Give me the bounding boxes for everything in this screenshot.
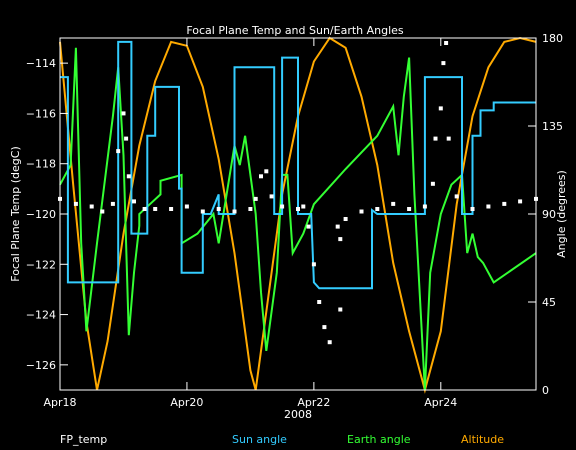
data-point xyxy=(430,181,435,186)
data-point xyxy=(502,201,507,206)
legend: FP_temp Sun angle Earth angle Altitude xyxy=(60,433,504,446)
data-point xyxy=(269,194,274,199)
x-tick-label: Apr20 xyxy=(170,396,203,409)
data-point xyxy=(264,169,269,174)
data-point xyxy=(216,207,221,211)
y-left-tick-label: −126 xyxy=(26,359,56,372)
data-point xyxy=(124,136,129,141)
data-point xyxy=(375,207,380,211)
data-point xyxy=(89,204,94,209)
data-point xyxy=(184,204,189,209)
data-point xyxy=(338,307,343,312)
data-point xyxy=(486,204,491,209)
data-point xyxy=(359,209,364,214)
data-point xyxy=(444,41,449,45)
x-axis-label: 2008 xyxy=(284,408,312,421)
y-left-tick-label: −124 xyxy=(26,309,56,322)
data-point xyxy=(433,136,438,141)
data-point xyxy=(296,207,300,211)
data-point xyxy=(317,300,322,304)
x-tick-label: Apr18 xyxy=(43,396,76,409)
data-point xyxy=(441,61,446,66)
data-point xyxy=(200,209,205,214)
data-point xyxy=(470,207,475,211)
data-point xyxy=(301,204,306,209)
data-point xyxy=(248,207,253,211)
data-point xyxy=(446,136,451,141)
data-point xyxy=(422,204,427,209)
plot-area xyxy=(58,36,538,394)
y-left-tick-label: −122 xyxy=(26,258,56,271)
y-right-tick-label: 180 xyxy=(542,32,563,45)
data-point xyxy=(454,194,459,199)
data-point xyxy=(322,325,327,330)
y-left-tick-label: −116 xyxy=(26,107,56,120)
data-point xyxy=(306,224,311,229)
legend-item: FP_temp xyxy=(60,433,107,446)
data-point xyxy=(110,201,115,206)
data-point xyxy=(335,224,340,229)
data-point xyxy=(169,207,174,211)
series-points-fp-temp xyxy=(58,41,538,345)
data-point xyxy=(407,207,412,211)
y-right-tick-label: 90 xyxy=(542,208,556,221)
data-point xyxy=(338,237,343,242)
data-point xyxy=(518,199,523,204)
data-point xyxy=(327,340,332,345)
y-right-tick-label: 0 xyxy=(542,384,549,397)
chart-title: Focal Plane Temp and Sun/Earth Angles xyxy=(186,24,404,37)
y-right-tick-label: 135 xyxy=(542,120,563,133)
series-line-sun-angle xyxy=(60,40,536,290)
legend-item: Earth angle xyxy=(347,433,411,446)
y-left-tick-label: −118 xyxy=(26,158,56,171)
y-right-tick-label: 45 xyxy=(542,296,556,309)
legend-item: Altitude xyxy=(461,433,504,446)
data-point xyxy=(343,217,348,221)
data-point xyxy=(126,174,131,179)
data-point xyxy=(438,106,443,111)
data-point xyxy=(116,149,121,154)
data-point xyxy=(153,207,158,211)
data-point xyxy=(142,207,147,211)
data-point xyxy=(391,201,396,206)
legend-item: Sun angle xyxy=(232,433,287,446)
data-point xyxy=(311,262,316,267)
data-point xyxy=(73,201,78,206)
y-left-tick-label: −120 xyxy=(26,208,56,221)
data-point xyxy=(121,111,126,116)
axes: Apr18 Apr20 Apr22 Apr24 −126 −124 −122 −120 −118… xyxy=(26,32,563,409)
y-left-label: Focal Plane Temp (degC) xyxy=(9,146,22,281)
data-point xyxy=(259,174,263,179)
x-tick-label: Apr22 xyxy=(297,396,330,409)
data-point xyxy=(232,209,237,214)
y-right-label: Angle (degrees) xyxy=(555,170,568,258)
x-tick-label: Apr24 xyxy=(424,396,457,409)
series-line-earth-angle xyxy=(59,47,537,391)
data-point xyxy=(280,204,285,209)
data-point xyxy=(253,196,258,201)
y-left-tick-label: −114 xyxy=(26,57,56,70)
data-point xyxy=(132,199,136,204)
data-point xyxy=(100,209,105,214)
